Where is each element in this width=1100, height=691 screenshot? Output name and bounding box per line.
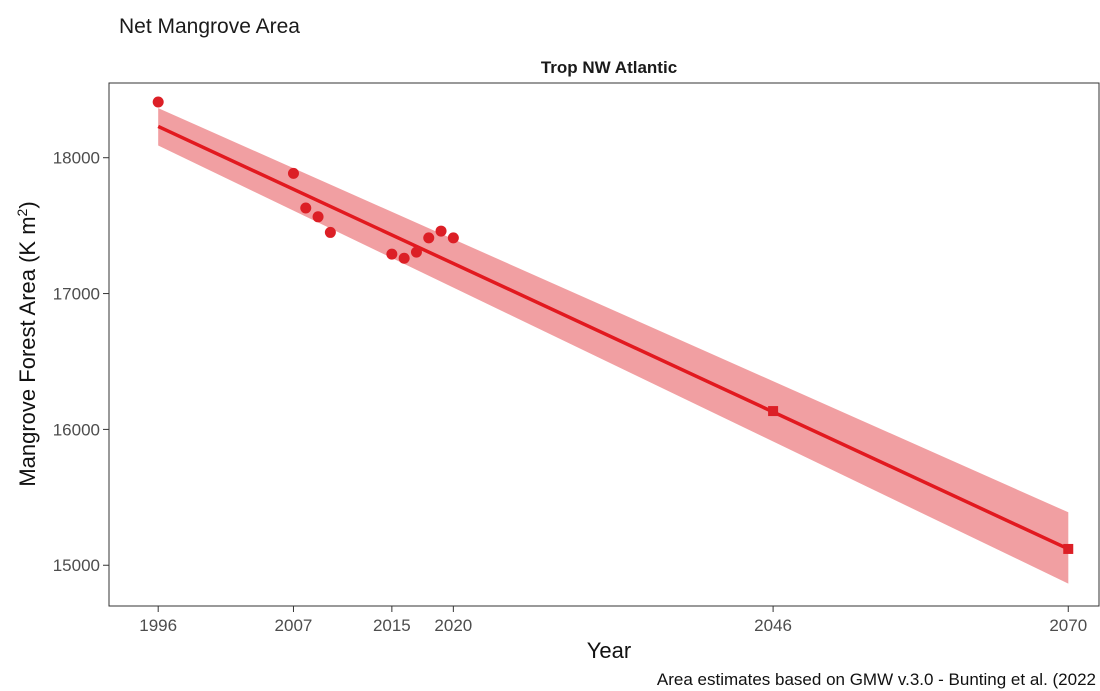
data-point [398, 252, 410, 264]
data-point-square [768, 406, 779, 417]
data-points [152, 96, 1074, 554]
data-point [324, 226, 336, 238]
data-point [312, 211, 324, 223]
y-axis: 15000 16000 17000 18000 [53, 149, 109, 575]
plot-area [108, 82, 1100, 607]
data-point-square [1063, 543, 1074, 554]
x-axis: 1996 2007 2015 2020 2046 2070 [139, 606, 1087, 635]
data-point [287, 167, 299, 179]
y-axis-title-suffix: ) [15, 201, 40, 208]
x-tick-label: 2007 [275, 616, 313, 635]
data-point [435, 225, 447, 237]
confidence-band [158, 108, 1069, 584]
y-axis-title: Mangrove Forest Area (K m2) [14, 201, 40, 486]
trend-line [157, 124, 1069, 551]
y-tick-label: 16000 [53, 420, 100, 439]
data-point [423, 232, 435, 244]
y-axis-title-main: Mangrove Forest Area (K m [15, 216, 40, 486]
x-tick-label: 2070 [1049, 616, 1087, 635]
x-tick-label: 2020 [434, 616, 472, 635]
caption: Area estimates based on GMW v.3.0 - Bunt… [657, 670, 1096, 689]
y-tick-label: 18000 [53, 149, 100, 168]
x-tick-label: 2046 [754, 616, 792, 635]
x-tick-label: 1996 [139, 616, 177, 635]
y-tick-label: 17000 [53, 285, 100, 304]
panel-title: Trop NW Atlantic [541, 58, 677, 77]
chart-subtitle: Net Mangrove Area [119, 15, 300, 38]
y-tick-label: 15000 [53, 556, 100, 575]
data-point [152, 96, 164, 108]
data-point [410, 246, 422, 258]
data-point [386, 248, 398, 260]
data-point [447, 232, 459, 244]
x-axis-title: Year [587, 638, 631, 663]
data-point [300, 202, 312, 214]
y-axis-title-superscript: 2 [14, 208, 30, 216]
x-tick-label: 2015 [373, 616, 411, 635]
